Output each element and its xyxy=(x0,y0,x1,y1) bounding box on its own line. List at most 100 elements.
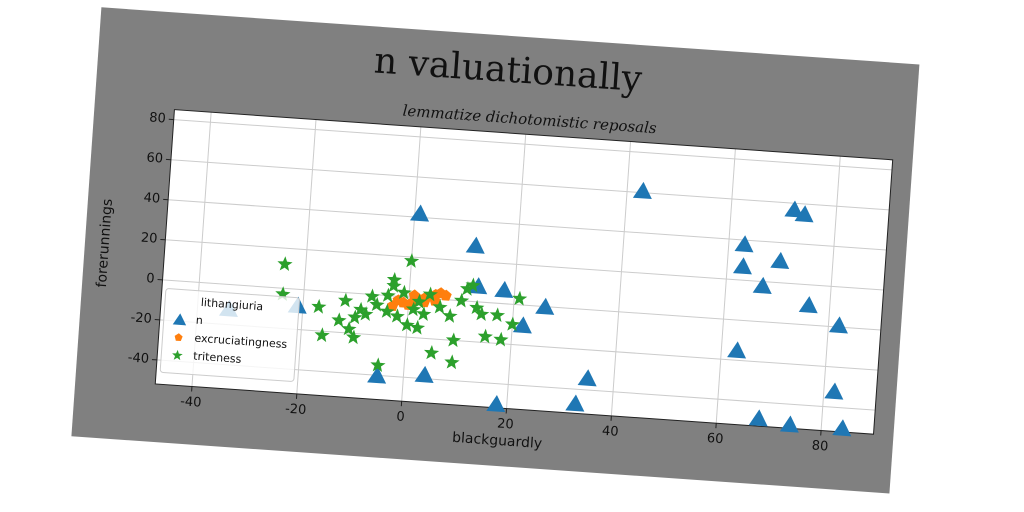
data-point xyxy=(512,316,532,334)
legend-marker xyxy=(172,349,183,361)
data-point xyxy=(416,306,432,322)
data-point xyxy=(364,288,380,304)
data-point xyxy=(277,256,293,272)
data-point xyxy=(577,369,597,387)
data-point xyxy=(489,307,506,323)
legend-box xyxy=(159,288,300,382)
data-point xyxy=(752,276,772,294)
grid-line xyxy=(170,159,890,211)
data-point xyxy=(423,344,440,360)
data-point xyxy=(493,331,509,347)
data-point xyxy=(386,272,403,287)
data-point xyxy=(409,319,426,335)
data-point xyxy=(409,204,430,222)
data-point xyxy=(486,395,506,413)
data-point xyxy=(732,257,752,275)
y-tick-label: -40 xyxy=(127,350,149,366)
data-point xyxy=(442,308,458,323)
data-point xyxy=(632,181,652,200)
data-point xyxy=(445,332,462,348)
data-point xyxy=(338,292,354,308)
data-point xyxy=(341,321,357,336)
x-tick-label: 20 xyxy=(497,416,515,432)
legend-label: n xyxy=(195,314,203,327)
data-point xyxy=(512,290,528,306)
data-point xyxy=(353,301,369,317)
x-tick-label: -40 xyxy=(180,394,202,410)
data-point xyxy=(386,277,402,293)
data-point xyxy=(405,301,422,317)
data-point xyxy=(454,292,470,308)
y-tick-label: 40 xyxy=(143,191,161,207)
data-point xyxy=(779,415,799,433)
data-point xyxy=(794,205,814,223)
data-point xyxy=(832,419,852,437)
data-point xyxy=(396,284,412,300)
plot-area xyxy=(155,109,893,435)
y-axis-label: forerunnings xyxy=(94,198,116,288)
data-point xyxy=(422,286,438,302)
legend-marker xyxy=(174,333,183,342)
legend-title: lithangiuria xyxy=(200,296,263,313)
data-point xyxy=(565,394,585,412)
grid-line xyxy=(715,148,736,424)
data-point xyxy=(748,409,768,427)
chart: n valuationally lemmatize dichotomistic … xyxy=(71,7,920,494)
y-tick-label: -20 xyxy=(130,310,152,326)
data-point xyxy=(770,251,790,270)
data-point xyxy=(369,296,385,312)
data-point xyxy=(311,298,327,314)
data-point xyxy=(460,281,476,296)
data-point xyxy=(504,316,521,332)
legend-label: excruciatingness xyxy=(194,332,288,351)
data-point xyxy=(828,316,848,334)
x-tick-label: 80 xyxy=(811,438,829,454)
data-point xyxy=(444,354,460,370)
data-point xyxy=(824,382,844,400)
legend-marker xyxy=(172,313,187,326)
x-tick-label: 0 xyxy=(396,409,405,425)
data-point xyxy=(399,317,415,332)
y-tick-label: 60 xyxy=(146,150,164,166)
data-point xyxy=(465,236,485,254)
data-point xyxy=(469,299,485,315)
data-point xyxy=(404,253,420,268)
grid-line xyxy=(610,141,632,416)
data-point xyxy=(432,299,448,315)
data-point xyxy=(358,306,374,321)
data-point xyxy=(494,280,514,299)
data-point xyxy=(411,293,427,309)
data-point xyxy=(367,366,387,384)
x-tick-label: 60 xyxy=(706,431,724,447)
data-point xyxy=(784,200,804,218)
grid-line xyxy=(162,279,881,331)
data-point xyxy=(345,329,362,345)
y-tick-label: 80 xyxy=(149,110,167,126)
data-point xyxy=(734,235,754,253)
data-point xyxy=(440,289,452,301)
grid-line xyxy=(173,119,893,171)
x-axis-label: blackguardly xyxy=(452,430,543,452)
data-point xyxy=(798,296,818,314)
data-point xyxy=(535,297,555,315)
y-tick-label: 20 xyxy=(140,231,158,247)
y-tick-label: 0 xyxy=(146,271,155,287)
data-point xyxy=(477,328,493,344)
plot-frame xyxy=(154,109,894,435)
grid-line xyxy=(506,134,527,409)
grid-line xyxy=(296,119,317,394)
data-point xyxy=(347,309,363,325)
data-point xyxy=(465,277,481,293)
data-point xyxy=(727,341,747,359)
x-tick-label: -20 xyxy=(285,402,307,418)
data-point xyxy=(379,303,395,319)
data-point xyxy=(468,277,488,295)
data-point xyxy=(331,312,347,328)
data-point xyxy=(408,289,421,301)
data-point xyxy=(414,365,434,383)
data-point xyxy=(314,327,330,343)
grid-line xyxy=(168,199,887,251)
data-point xyxy=(370,357,386,373)
grid-line xyxy=(820,156,841,431)
